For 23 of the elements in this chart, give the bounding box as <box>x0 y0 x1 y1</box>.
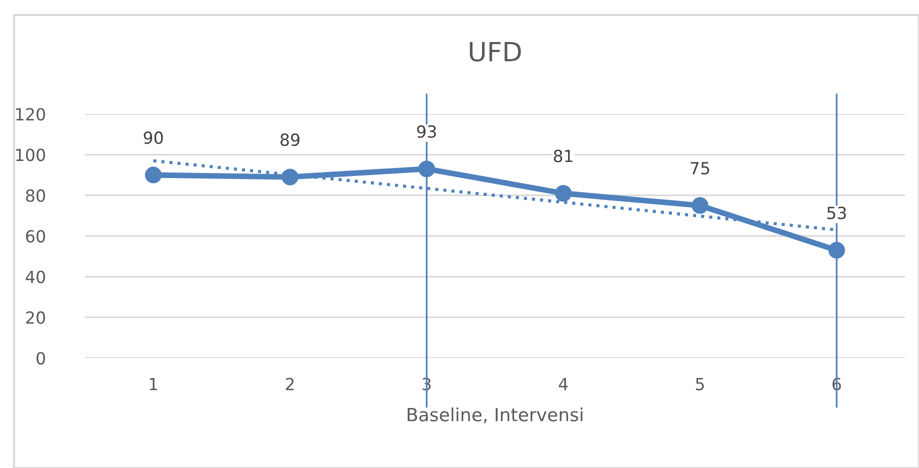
data-label: 81 <box>554 150 572 162</box>
x-tick-label: 4 <box>558 378 568 390</box>
x-tick-label: 5 <box>696 378 704 390</box>
x-tick-label: 2 <box>286 378 294 390</box>
data-label: 89 <box>280 133 300 146</box>
chart-title: UFD <box>470 42 521 62</box>
point <box>282 168 298 186</box>
data-label: 90 <box>144 131 163 144</box>
point <box>555 184 572 202</box>
y-tick-label: 60 <box>26 230 46 243</box>
point <box>145 166 162 184</box>
x-axis-title: Baseline, Intervensi <box>408 407 582 424</box>
y-tick-label: 40 <box>26 270 46 284</box>
y-tick-label: 100 <box>16 148 46 162</box>
y-tick-label: 20 <box>26 311 46 324</box>
y-tick-label: 80 <box>26 189 46 202</box>
y-tick-label: 0 <box>36 352 46 365</box>
point <box>692 197 708 214</box>
data-label: 53 <box>827 206 846 220</box>
y-tick-label: 120 <box>16 108 46 121</box>
x-tick-label: 1 <box>150 378 158 390</box>
data-label: 93 <box>417 125 436 138</box>
data-label: 75 <box>690 162 710 174</box>
